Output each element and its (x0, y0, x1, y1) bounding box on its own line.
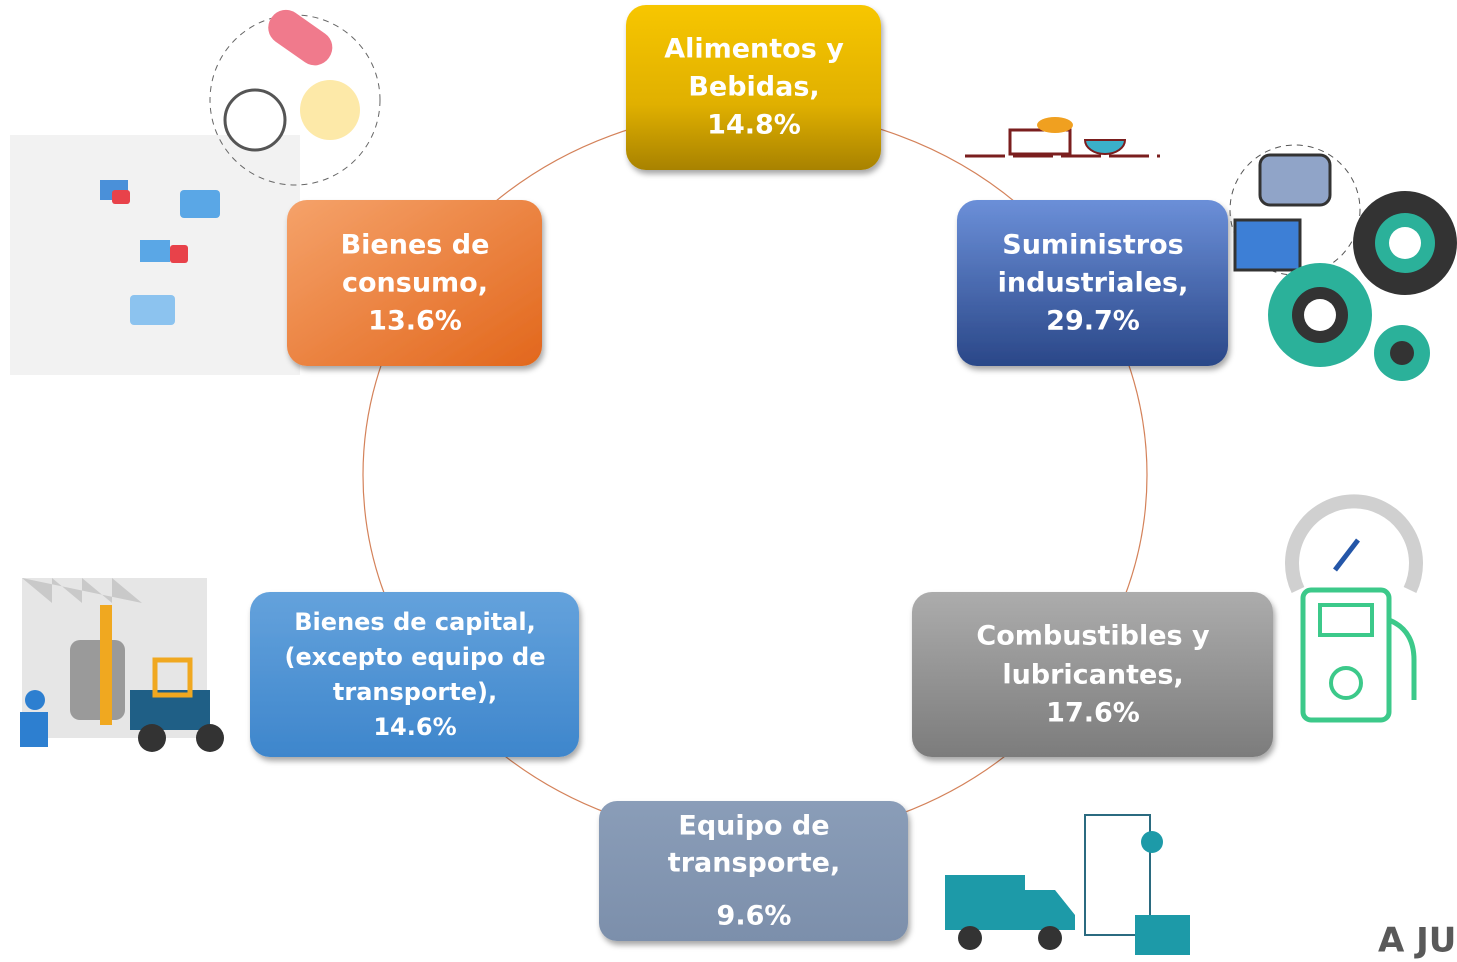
node-label: Equipo de (678, 811, 829, 842)
food-icon (965, 117, 1160, 156)
node-label: Suministros (1002, 230, 1183, 261)
node-label: 29.7% (1046, 306, 1140, 337)
node-consumer: Bienes de consumo, 13.6% (287, 200, 542, 366)
node-capital: Bienes de capital, (excepto equipo de tr… (250, 592, 579, 757)
node-transport: Equipo de transporte, 9.6% (599, 801, 908, 941)
node-label: Combustibles y (976, 621, 1210, 652)
diagram: Alimentos y Bebidas, 14.8% Suministros i… (0, 0, 1457, 962)
node-label: lubricantes, (1002, 660, 1183, 691)
industrial-icon (1230, 145, 1457, 381)
node-label: transporte, (668, 848, 840, 879)
node-label: 17.6% (1046, 698, 1140, 729)
node-label: 13.6% (368, 306, 462, 337)
node-label: industriales, (998, 268, 1189, 299)
node-label: Bienes de (341, 230, 490, 261)
node-food: Alimentos y Bebidas, 14.8% (626, 5, 881, 170)
node-fuel: Combustibles y lubricantes, 17.6% (912, 592, 1273, 757)
node-label: (excepto equipo de (285, 643, 546, 671)
transport-icon (945, 815, 1190, 955)
node-label: consumo, (342, 268, 488, 299)
node-label: Bienes de capital, (294, 608, 535, 636)
node-label: Bebidas, (688, 72, 819, 103)
node-label: 14.8% (707, 110, 801, 141)
node-label: 14.6% (373, 713, 456, 741)
node-label: Alimentos y (664, 34, 844, 65)
node-label: transporte), (333, 678, 497, 706)
capital-icon (20, 578, 224, 752)
footer-text: A JU (1378, 921, 1456, 961)
node-industrial: Suministros industriales, 29.7% (957, 200, 1228, 366)
node-label: 9.6% (717, 901, 792, 932)
fuel-icon (1292, 501, 1416, 720)
